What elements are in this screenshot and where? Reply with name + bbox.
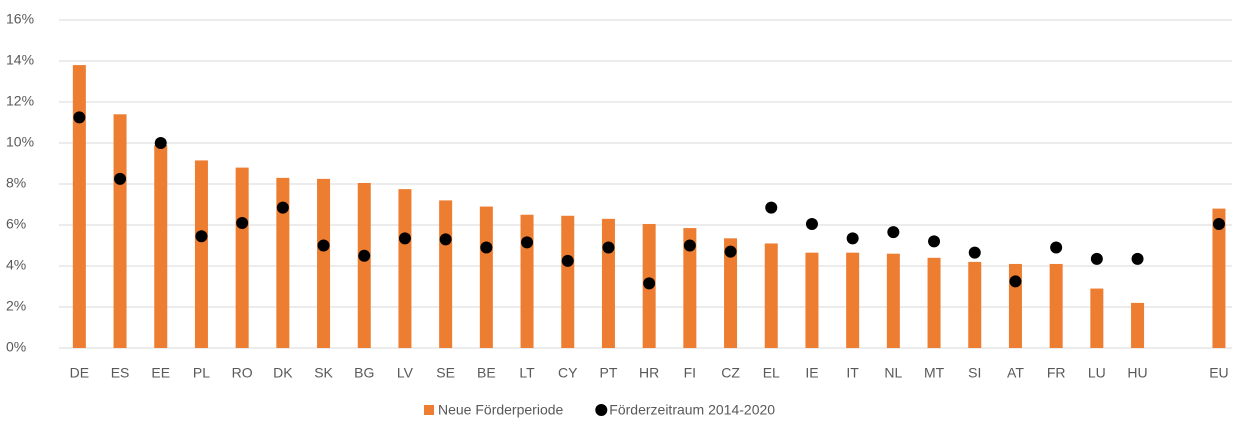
bar [398,189,412,348]
bar [805,252,819,348]
dot [236,216,249,229]
bar [561,215,575,348]
bar [1212,208,1226,348]
dot [358,249,371,262]
dot [1090,252,1103,265]
legend-label: Neue Förderperiode [438,402,564,418]
bar [1090,288,1104,348]
bar [154,145,168,348]
dot [1212,217,1225,230]
bar [235,167,249,348]
dot [602,241,615,254]
legend-swatch [424,405,434,415]
dot [73,111,86,124]
bar [479,206,493,348]
y-tick-label: 4% [6,257,26,273]
x-tick-label: BG [354,365,374,381]
dot [480,241,493,254]
x-tick-label: HU [1127,365,1147,381]
bar [357,182,371,348]
y-tick-label: 12% [6,93,34,109]
dot [276,201,289,214]
dot [765,201,778,214]
y-tick-label: 0% [6,339,26,355]
bar [520,214,534,348]
x-tick-label: CZ [721,365,740,381]
y-tick-label: 10% [6,134,34,150]
dot [1131,252,1144,265]
x-tick-label: BE [477,365,496,381]
x-tick-label: PT [600,365,618,381]
x-tick-label: EU [1209,365,1228,381]
bar [968,261,982,348]
bar [113,114,127,348]
bar [1049,263,1063,348]
legend-label: Förderzeitraum 2014-2020 [609,402,775,418]
bar [846,252,860,348]
bar [317,178,331,348]
dot [805,217,818,230]
dot [1009,275,1022,288]
x-tick-label: SI [968,365,981,381]
x-tick-label: EL [763,365,780,381]
x-tick-label: PL [193,365,210,381]
dot [154,137,167,149]
dot [846,232,859,245]
dot [561,254,574,267]
y-tick-label: 8% [6,175,26,191]
x-tick-label: DE [70,365,89,381]
x-tick-label: NL [884,365,902,381]
x-tick-label: MT [924,365,945,381]
bar [72,65,86,348]
x-tick-label: LT [519,365,535,381]
bar [724,238,738,348]
dot [887,226,900,239]
x-tick-label: FI [684,365,696,381]
y-tick-label: 14% [6,52,34,68]
legend-swatch [595,404,608,416]
x-tick-label: EE [151,365,170,381]
dot [968,246,981,259]
bar [764,243,778,348]
bar [886,253,900,348]
dot [683,239,696,252]
dot [439,233,452,246]
dot [195,230,208,243]
x-tick-label: SK [314,365,333,381]
y-tick-label: 6% [6,216,26,232]
x-tick-label: IT [846,365,859,381]
bar [276,177,290,348]
x-tick-label: LU [1088,365,1106,381]
x-tick-label: FR [1047,365,1066,381]
x-tick-label: DK [273,365,293,381]
y-tick-label: 2% [6,298,26,314]
dot [398,232,411,245]
x-tick-label: HR [639,365,659,381]
bar [439,200,453,348]
y-tick-label: 16% [6,11,34,27]
x-tick-label: IE [805,365,818,381]
dot [724,245,737,258]
dot [114,172,127,185]
dot [643,277,656,290]
bar [927,257,941,348]
bar [683,228,697,348]
x-tick-label: ES [111,365,130,381]
bar [1131,302,1145,348]
dot [317,239,330,252]
dot [1050,241,1063,254]
bar [601,218,615,348]
dot [521,236,534,249]
x-tick-label: SE [436,365,455,381]
x-tick-label: LV [397,365,414,381]
x-tick-label: CY [558,365,578,381]
bar [194,160,208,348]
dot [928,235,941,248]
x-tick-label: RO [232,365,253,381]
x-tick-label: AT [1007,365,1024,381]
